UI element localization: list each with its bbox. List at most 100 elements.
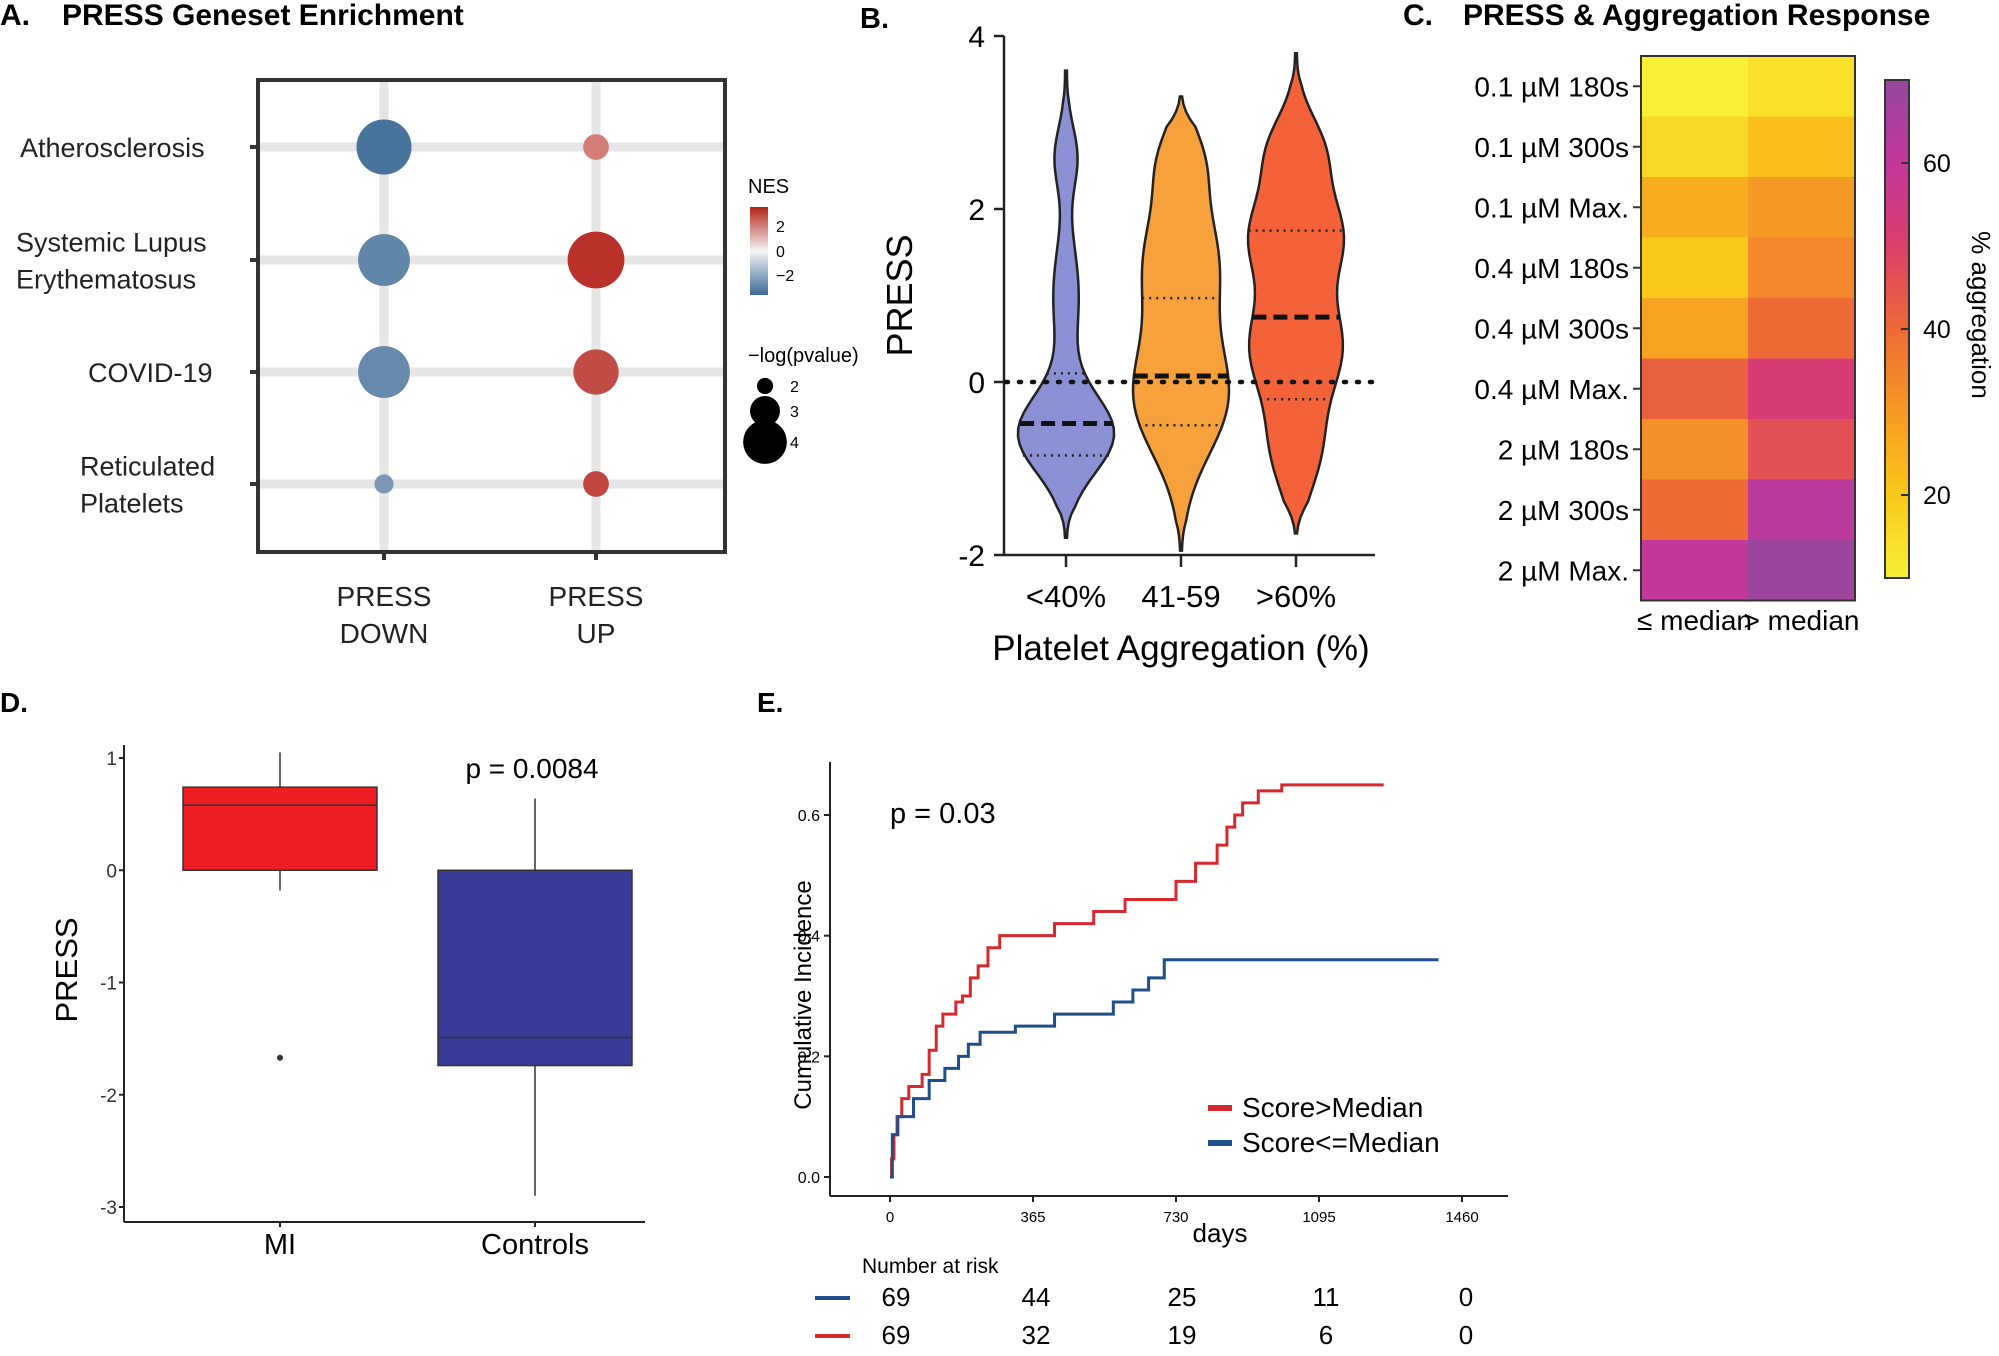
heatmap-cell (1641, 237, 1749, 299)
panel-b-violin-plot: B. -2 0 2 4 PRESS <40% 41-59 >60% Platelet Aggreg… (860, 3, 1378, 668)
x-axis-label: Platelet Aggregation (%) (992, 629, 1369, 668)
y-tick-label: -2 (958, 540, 985, 573)
heatmap-cell (1641, 358, 1749, 420)
violin-shape (1131, 95, 1231, 552)
heatmap-cell (1641, 419, 1749, 480)
size-legend-label: 2 (790, 379, 799, 396)
x-tick-label: <40% (1026, 579, 1106, 614)
risk-count: 69 (882, 1282, 911, 1312)
legend-label: Score<=Median (1242, 1127, 1440, 1158)
geneset-label: COVID-19 (88, 358, 213, 388)
size-legend-label: 3 (790, 404, 799, 421)
risk-count: 6 (1319, 1320, 1333, 1350)
size-legend-dot (750, 396, 780, 426)
row-label: 0.1 µM Max. (1474, 192, 1629, 223)
heatmap-cell (1748, 540, 1856, 601)
y-tick-label: -3 (100, 1198, 117, 1219)
x-tick-label: 41-59 (1141, 579, 1220, 614)
heatmap-cell (1641, 540, 1749, 601)
panel-label: C. (1403, 0, 1433, 32)
colorbar-tick-label: 20 (1923, 482, 1951, 510)
y-tick-label: 0 (968, 367, 985, 400)
heatmap-cell (1748, 419, 1856, 480)
enrichment-dot (583, 471, 609, 497)
x-tick-label: >60% (1256, 579, 1336, 614)
size-legend-dot (743, 420, 787, 464)
violin-shape (1246, 52, 1346, 535)
geneset-label: Reticulated (80, 452, 215, 482)
heatmap-cell (1748, 298, 1856, 359)
risk-count: 11 (1313, 1282, 1340, 1312)
y-tick-label: -2 (100, 1086, 117, 1107)
colorbar-tick-label: 40 (1923, 316, 1951, 344)
panel-label: E. (757, 687, 783, 718)
x-axis-label: days (1193, 1218, 1248, 1248)
colorbar-label: % aggregation (1966, 231, 1996, 399)
row-label: 0.4 µM 300s (1474, 313, 1629, 344)
nes-colorbar (750, 207, 768, 295)
enrichment-dot (374, 474, 394, 494)
y-axis-label: PRESS (879, 234, 920, 356)
column-label: ≤ median (1637, 605, 1752, 636)
heatmap-cell (1748, 479, 1856, 541)
heatmap-cell (1641, 177, 1749, 238)
y-tick-label: 0.6 (798, 808, 820, 825)
violin-shape (1016, 69, 1116, 539)
panel-title: PRESS & Aggregation Response (1463, 0, 1930, 32)
y-tick-label: 0.0 (798, 1170, 820, 1187)
plot-frame (256, 78, 727, 554)
row-label: 0.1 µM 180s (1474, 71, 1629, 102)
heatmap-cell (1748, 56, 1856, 117)
p-value-annotation: p = 0.0084 (465, 753, 598, 784)
risk-count: 0 (1459, 1282, 1473, 1312)
y-axis-label: PRESS (49, 917, 84, 1022)
heatmap-cell (1748, 358, 1856, 420)
risk-table-title: Number at risk (862, 1255, 999, 1278)
x-tick-label: 1460 (1445, 1209, 1478, 1226)
heatmap-cell (1641, 298, 1749, 359)
colorbar-tick-label: 60 (1923, 150, 1951, 178)
risk-count: 32 (1022, 1320, 1051, 1350)
panel-label: A. (0, 0, 30, 32)
heatmap-cell (1748, 237, 1856, 299)
x-tick-label: Controls (481, 1229, 589, 1261)
category-label: DOWN (340, 618, 429, 649)
row-label: 0.1 µM 300s (1474, 132, 1629, 163)
x-tick-label: MI (264, 1229, 296, 1261)
enrichment-dot (356, 119, 412, 175)
incidence-curve (890, 958, 1439, 1179)
x-tick-label: 365 (1020, 1209, 1045, 1226)
heatmap-cell (1641, 116, 1749, 178)
row-label: 2 µM Max. (1498, 555, 1629, 586)
risk-count: 25 (1168, 1282, 1197, 1312)
nes-legend-tick: 0 (776, 244, 785, 261)
enrichment-dot (573, 349, 619, 395)
outlier-point (277, 1054, 283, 1061)
risk-count: 0 (1459, 1320, 1473, 1350)
x-tick-label: 0 (886, 1209, 894, 1226)
geneset-label: Systemic Lupus (16, 228, 207, 258)
enrichment-dot (358, 346, 410, 398)
geneset-label: Atherosclerosis (20, 133, 205, 163)
risk-count: 69 (882, 1320, 911, 1350)
panel-label: D. (0, 687, 28, 718)
heatmap-cell (1641, 479, 1749, 541)
nes-legend-tick: −2 (776, 268, 794, 285)
panel-c-heatmap: C. PRESS & Aggregation Response 0.1 µM 180… (1403, 0, 1996, 636)
y-tick-label: -1 (100, 974, 117, 995)
enrichment-dot (358, 234, 410, 286)
enrichment-dot (567, 231, 625, 289)
geneset-label: Platelets (80, 489, 184, 519)
y-tick-label: 4 (968, 21, 985, 54)
p-value-annotation: p = 0.03 (890, 798, 996, 830)
y-tick-label: 0.2 (798, 1049, 820, 1066)
size-legend-title: −log(pvalue) (748, 345, 859, 367)
panel-title: PRESS Geneset Enrichment (62, 0, 464, 32)
y-tick-label: 2 (968, 194, 985, 227)
panel-d-boxplot: D. 1 0 -1 -2 -3 PRESS MI Controls p = 0.0084 (0, 687, 645, 1261)
y-tick-label: 0.4 (798, 929, 820, 946)
y-tick-label: 1 (106, 749, 117, 770)
risk-count: 44 (1022, 1282, 1051, 1312)
heatmap-cell (1641, 56, 1749, 117)
incidence-curve (890, 783, 1384, 1179)
